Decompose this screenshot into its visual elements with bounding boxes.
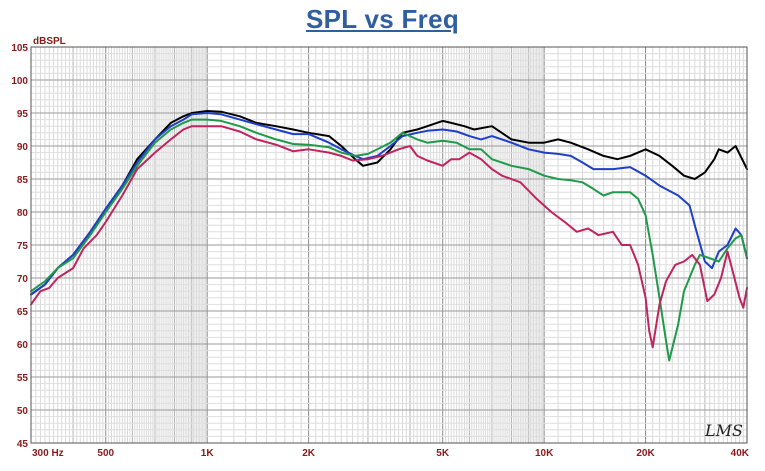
grid-lines — [31, 46, 747, 444]
x-tick-label: 5K — [436, 448, 450, 459]
series-layer — [30, 110, 748, 362]
x-tick-label: 2K — [302, 448, 316, 459]
x-tick-label: 40K — [731, 448, 750, 459]
y-axis-unit-label: dBSPL — [33, 36, 66, 47]
y-tick-label: 45 — [17, 439, 29, 450]
y-tick-label: 85 — [17, 175, 29, 186]
chart-title: SPL vs Freq — [305, 4, 460, 34]
y-tick-label: 70 — [17, 274, 29, 285]
y-tick-label: 50 — [17, 406, 29, 417]
x-tick-label: 10K — [535, 448, 554, 459]
series-line-1 — [30, 110, 748, 296]
y-tick-label: 80 — [17, 208, 29, 219]
y-tick-label: 90 — [17, 142, 29, 153]
y-tick-label: 95 — [17, 109, 29, 120]
y-axis-ticks: 45 50 55 60 65 70 75 80 85 90 95 100 105 — [11, 43, 28, 450]
x-tick-label: 300 Hz — [32, 448, 64, 459]
y-tick-label: 75 — [17, 241, 29, 252]
y-tick-label: 100 — [11, 76, 28, 87]
y-tick-label: 65 — [17, 307, 29, 318]
plot-border — [30, 46, 748, 444]
series-line-4 — [30, 125, 748, 349]
x-axis-ticks: 300 Hz 500 1K 2K 5K 10K 20K 40K — [32, 448, 750, 459]
x-tick-label: 500 — [97, 448, 114, 459]
y-tick-label: 105 — [11, 43, 28, 54]
series-line-2 — [30, 112, 748, 296]
lms-watermark: LMS — [704, 421, 743, 440]
y-tick-label: 55 — [17, 373, 29, 384]
y-tick-label: 60 — [17, 340, 29, 351]
x-tick-label: 1K — [201, 448, 215, 459]
series-line-3 — [30, 118, 748, 362]
x-tick-label: 20K — [636, 448, 655, 459]
